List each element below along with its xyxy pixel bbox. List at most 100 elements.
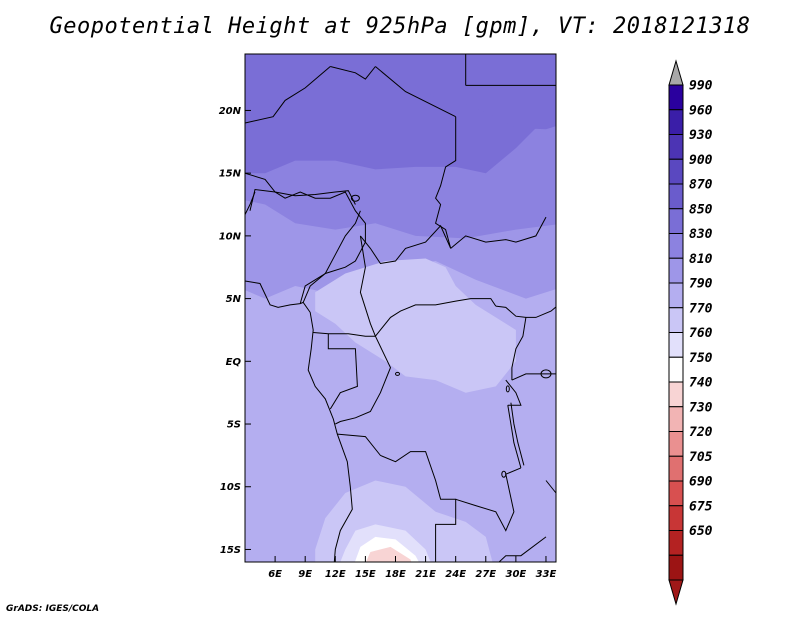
latitude-axis: 20N 15N 10N 5N EQ 5S 10S 15S: [219, 106, 251, 556]
contour-fill-band-870-nw: [245, 54, 333, 105]
colorbar-level-label: 770: [689, 301, 713, 316]
colorbar-box: [668, 406, 684, 432]
border-tanganyika-east: [510, 402, 525, 466]
colorbar-level-label: 850: [689, 202, 713, 217]
colorbar-level-label: 675: [689, 499, 713, 514]
colorbar: 990 960 930 900 870 850 830 810 790 770 760 750 740 7…: [668, 59, 713, 606]
border-congo-gabon: [327, 333, 358, 410]
colorbar-level-label: 730: [689, 400, 713, 415]
border-algeria-niger: [245, 66, 331, 124]
grads-credit: GrADS: IGES/COLA: [6, 604, 100, 614]
lat-tick-label: 5S: [227, 420, 241, 431]
border-nigeria-chad: [249, 188, 356, 211]
lat-tick-label: 5N: [226, 294, 242, 305]
colorbar-level-label: 810: [689, 252, 713, 267]
lake-mweru: [501, 470, 507, 478]
colorbar-level-label: 705: [689, 450, 713, 465]
colorbar-box: [668, 257, 684, 284]
border-sudan-south: [450, 216, 547, 249]
border-libya-chad: [375, 66, 456, 118]
border-malawi: [545, 480, 556, 500]
country-borders: [245, 54, 556, 562]
lon-tick-label: 9E: [298, 569, 312, 580]
colorbar-box: [668, 356, 684, 383]
colorbar-box: [668, 530, 684, 556]
colorbar-level-label: 720: [689, 425, 713, 440]
contour-fill-band-870-ne: [407, 54, 556, 130]
lake-chad: [350, 194, 360, 202]
border-zambia-south: [435, 536, 547, 562]
contour-fill-light-770-center: [315, 258, 516, 393]
lon-tick-label: 27E: [475, 569, 496, 580]
lon-tick-label: 15E: [355, 569, 376, 580]
colorbar-box: [668, 183, 684, 210]
colorbar-level-label: 740: [689, 376, 713, 391]
lake-kivu: [505, 385, 510, 393]
colorbar-box: [668, 233, 684, 259]
colorbar-box: [668, 505, 684, 531]
colorbar-box: [668, 84, 684, 111]
colorbar-level-label: 870: [689, 178, 713, 193]
colorbar-box: [668, 109, 684, 135]
lon-tick-label: 18E: [385, 569, 406, 580]
colorbar-box: [668, 158, 684, 185]
lake-victoria: [540, 369, 552, 379]
longitude-axis: 6E 9E 12E 15E 18E 21E 24E 27E 30E 33E: [268, 556, 557, 580]
border-uganda-south: [511, 373, 556, 381]
border-cameroon-car: [359, 235, 376, 337]
colorbar-box: [668, 307, 684, 333]
border-uganda-drc: [511, 317, 527, 381]
lon-tick-label: 30E: [505, 569, 526, 580]
border-niger-south: [245, 191, 256, 215]
colorbar-level-label: 750: [689, 351, 713, 366]
border-chad-sudan: [435, 116, 457, 249]
colorbar-box: [668, 480, 684, 507]
lake-tumba: [395, 371, 400, 376]
border-tanganyika: [507, 405, 522, 469]
colorbar-box: [668, 332, 684, 358]
border-congo-drc: [335, 335, 392, 425]
contour-fill-pink-740-south: [365, 546, 412, 562]
lat-tick-label: 10N: [219, 231, 242, 242]
lat-tick-label: 10S: [220, 482, 241, 493]
lon-tick-label: 33E: [536, 569, 557, 580]
colorbar-box: [668, 455, 684, 482]
border-chad-car: [360, 224, 452, 265]
colorbar-box: [668, 381, 684, 408]
colorbar-level-label: 990: [689, 79, 713, 94]
lat-tick-label: 20N: [219, 106, 242, 117]
lon-tick-label: 6E: [268, 569, 282, 580]
border-niger-libya: [330, 66, 376, 80]
lon-tick-label: 21E: [415, 569, 436, 580]
lat-tick-label: 15N: [219, 169, 242, 180]
colorbar-level-label: 960: [689, 103, 713, 118]
colorbar-level-label: 760: [689, 326, 713, 341]
colorbar-box: [668, 282, 684, 309]
colorbar-level-label: 830: [689, 227, 713, 242]
colorbar-box: [668, 431, 684, 457]
colorbar-level-label: 930: [689, 128, 713, 143]
colorbar-top-arrow: [668, 59, 684, 86]
geopotential-field: [245, 54, 556, 562]
colorbar-bottom-arrow: [668, 579, 684, 606]
colorbar-level-label: 690: [689, 475, 713, 490]
border-drc-angola: [337, 433, 457, 562]
border-coast-west: [245, 172, 366, 562]
border-cameroon-south: [313, 332, 376, 337]
border-rwanda-burundi: [505, 379, 522, 406]
colorbar-box: [668, 554, 684, 581]
chart-title: Geopotential Height at 925hPa [gpm], VT:…: [49, 14, 751, 39]
border-car-south: [375, 298, 497, 337]
lat-tick-label: EQ: [226, 357, 242, 368]
lon-tick-label: 12E: [325, 569, 346, 580]
map-frame: [244, 53, 557, 563]
lat-tick-label: 15S: [220, 545, 241, 556]
colorbar-level-label: 790: [689, 277, 713, 292]
colorbar-box: [668, 208, 684, 234]
colorbar-level-label: 650: [689, 524, 713, 539]
colorbar-box: [668, 134, 684, 160]
colorbar-level-label: 900: [689, 153, 713, 168]
lon-tick-label: 24E: [445, 569, 466, 580]
border-nigeria-cameroon: [299, 210, 361, 304]
